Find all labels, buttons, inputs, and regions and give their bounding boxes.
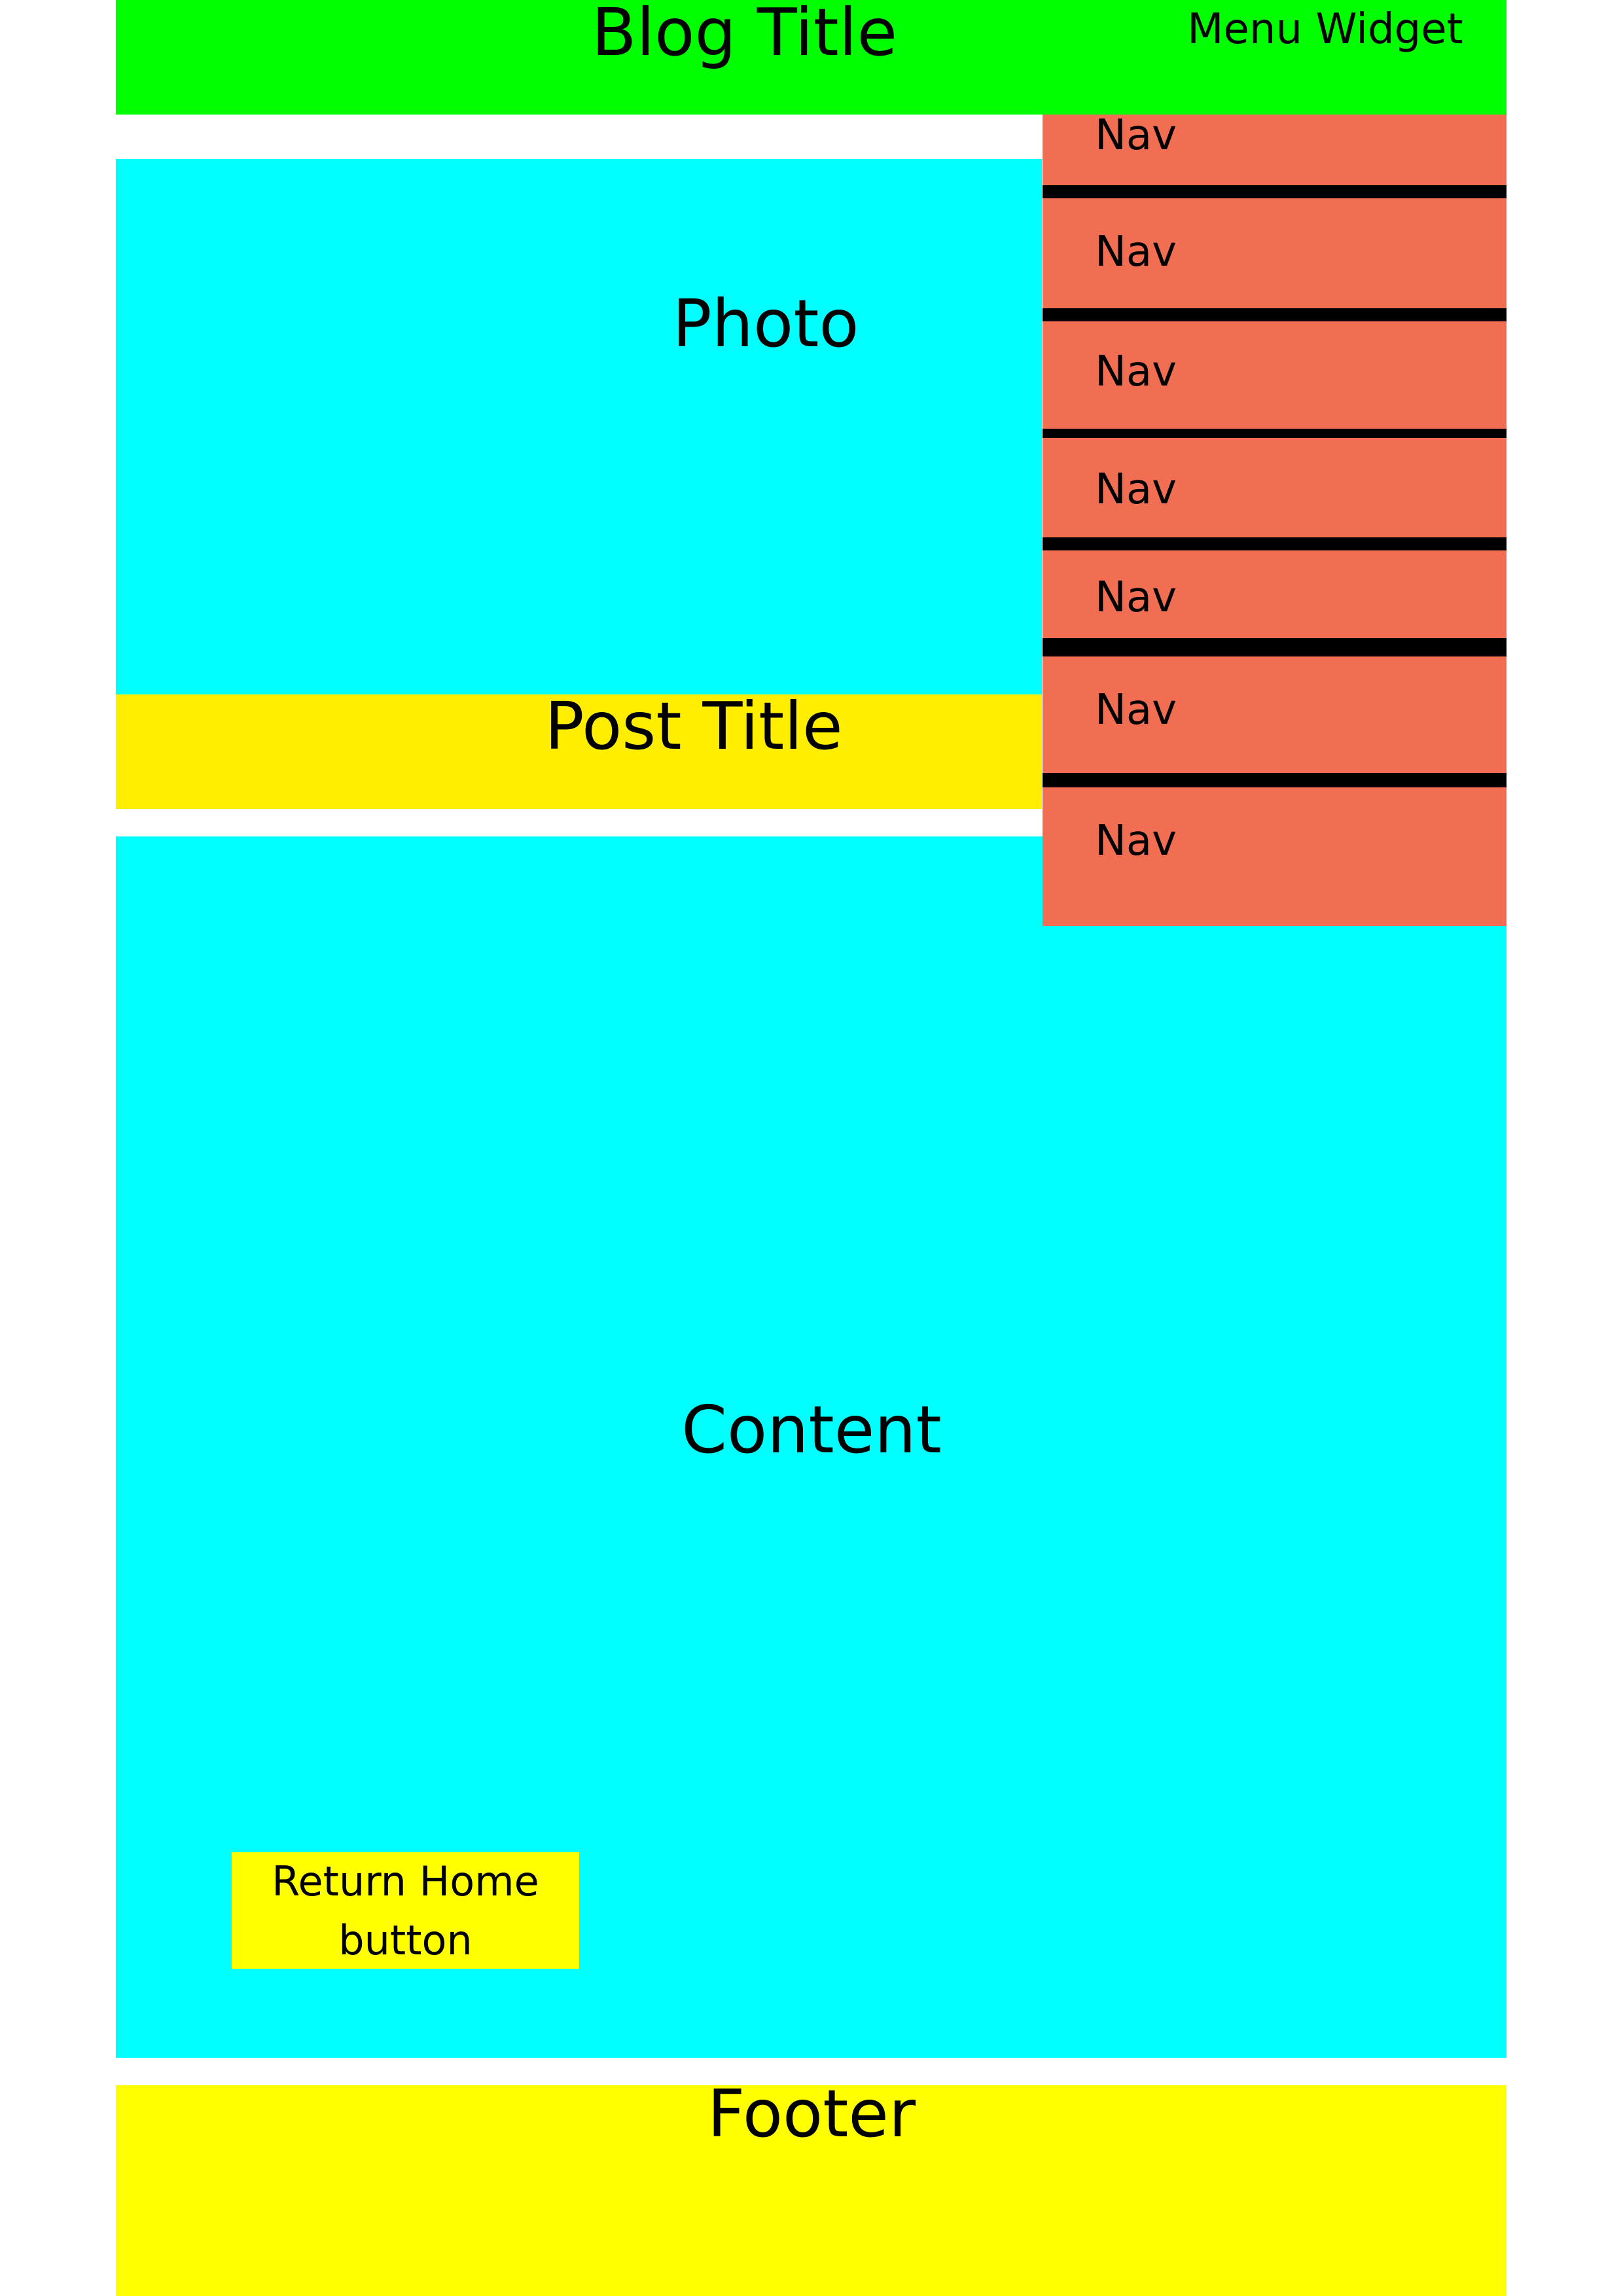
nav-item-7[interactable]: Nav <box>1043 787 1507 926</box>
nav-label: Nav <box>1095 228 1177 276</box>
nav-label: Nav <box>1095 573 1177 622</box>
nav-item-3[interactable]: Nav <box>1043 321 1507 429</box>
post-title-bar <box>116 694 1042 809</box>
photo-area <box>116 159 1042 694</box>
footer-bar <box>116 2085 1507 2296</box>
nav-divider <box>1043 429 1507 438</box>
header-bar <box>116 0 1507 115</box>
nav-column: Nav Nav Nav Nav Nav Nav Nav <box>1043 115 1507 926</box>
post-title: Post Title <box>544 688 843 764</box>
nav-item-6[interactable]: Nav <box>1043 656 1507 774</box>
nav-label: Nav <box>1095 817 1177 865</box>
return-home-label[interactable]: Return Home button <box>272 1857 539 1964</box>
content-label: Content <box>681 1391 942 1468</box>
nav-divider <box>1043 308 1507 321</box>
nav-label: Nav <box>1095 111 1177 160</box>
nav-divider <box>1043 185 1507 198</box>
nav-item-5[interactable]: Nav <box>1043 550 1507 645</box>
nav-label: Nav <box>1095 465 1177 514</box>
blog-title[interactable]: Blog Title <box>591 0 898 71</box>
nav-divider <box>1043 773 1507 787</box>
nav-item-4[interactable]: Nav <box>1043 438 1507 545</box>
footer-label: Footer <box>707 2075 916 2152</box>
nav-item-2[interactable]: Nav <box>1043 198 1507 304</box>
nav-label: Nav <box>1095 348 1177 396</box>
return-home-button[interactable] <box>232 1852 579 1969</box>
menu-widget[interactable]: Menu Widget <box>1187 5 1463 54</box>
photo-label: Photo <box>672 285 859 362</box>
nav-divider <box>1043 638 1507 656</box>
nav-item-1[interactable]: Nav <box>1043 115 1507 185</box>
nav-label: Nav <box>1095 686 1177 734</box>
nav-divider <box>1043 537 1507 550</box>
